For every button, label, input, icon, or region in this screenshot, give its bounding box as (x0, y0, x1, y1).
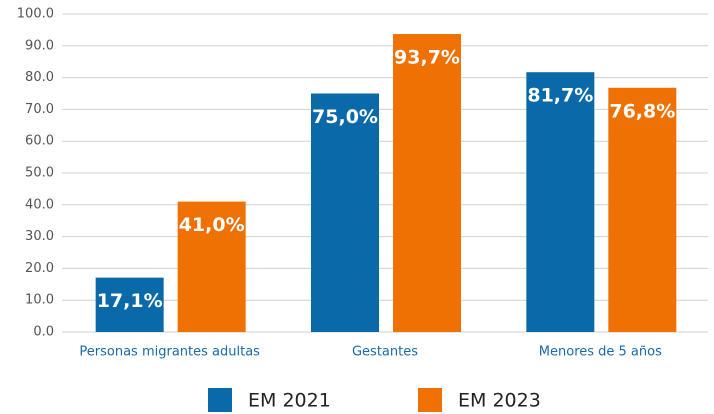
bar (526, 72, 595, 332)
x-tick-label: Gestantes (352, 345, 418, 360)
bar (177, 201, 246, 332)
y-tick-label: 40.0 (25, 197, 54, 212)
legend-swatch (418, 388, 442, 412)
bar (95, 277, 164, 332)
y-tick-label: 30.0 (25, 229, 54, 244)
value-label: 41,0% (179, 214, 245, 236)
value-label: 17,1% (97, 290, 163, 312)
y-tick-label: 50.0 (25, 166, 54, 181)
x-tick-label: Personas migrantes adultas (79, 345, 260, 360)
y-tick-label: 100.0 (17, 7, 54, 22)
y-tick-label: 20.0 (25, 261, 54, 276)
y-tick-label: 70.0 (25, 102, 54, 117)
bar (311, 93, 379, 332)
legend-label: EM 2021 (248, 390, 331, 412)
y-tick-label: 80.0 (25, 70, 54, 85)
x-tick-label: Menores de 5 años (539, 345, 662, 360)
bar (393, 34, 461, 333)
value-label: 93,7% (394, 47, 460, 69)
y-tick-label: 60.0 (25, 134, 54, 149)
y-tick-label: 10.0 (25, 293, 54, 308)
legend-label: EM 2023 (458, 390, 541, 412)
y-tick-label: 90.0 (25, 38, 54, 53)
legend-swatch (208, 388, 232, 412)
bar (608, 87, 677, 332)
value-label: 75,0% (312, 106, 378, 128)
value-label: 81,7% (527, 85, 593, 107)
y-tick-label: 0.0 (33, 325, 54, 340)
value-label: 76,8% (609, 100, 675, 122)
